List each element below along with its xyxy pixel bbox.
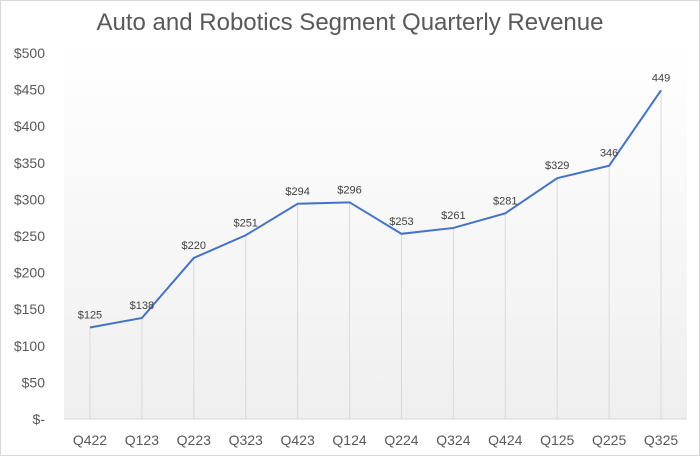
x-tick-label: Q125 (540, 432, 574, 448)
data-label: $125 (78, 310, 102, 322)
x-tick-label: Q325 (644, 432, 678, 448)
data-label: $296 (337, 184, 361, 196)
x-tick-label: Q422 (73, 432, 107, 448)
series-line (89, 89, 662, 329)
plot-area (64, 41, 687, 419)
x-tick-label: Q424 (488, 432, 522, 448)
y-tick-label: $300 (14, 191, 45, 207)
data-label: 346 (600, 148, 618, 160)
y-tick-label: $350 (14, 155, 45, 171)
y-tick-label: $200 (14, 265, 45, 281)
x-tick-label: Q223 (177, 432, 211, 448)
data-label: $251 (233, 217, 257, 229)
data-label: $220 (182, 240, 206, 252)
y-tick-label: $- (33, 411, 46, 427)
y-tick-label: $150 (14, 301, 45, 317)
x-tick-label: Q423 (281, 432, 315, 448)
y-tick-label: $100 (14, 338, 45, 354)
x-tick-label: Q123 (125, 432, 159, 448)
data-label: $138 (130, 300, 154, 312)
x-tick-label: Q323 (229, 432, 263, 448)
chart-title: Auto and Robotics Segment Quarterly Reve… (96, 9, 604, 36)
data-label: $329 (545, 160, 569, 172)
data-label: 449 (652, 72, 670, 84)
y-tick-label: $450 (14, 82, 45, 98)
x-tick-label: Q124 (332, 432, 366, 448)
data-label: $281 (493, 195, 517, 207)
data-label: $261 (441, 210, 465, 222)
x-tick-label: Q324 (436, 432, 470, 448)
y-tick-label: $250 (14, 228, 45, 244)
x-tick-label: Q225 (592, 432, 626, 448)
data-label: $294 (285, 186, 309, 198)
y-tick-label: $500 (14, 45, 45, 61)
x-tick-label: Q224 (384, 432, 418, 448)
y-tick-label: $400 (14, 118, 45, 134)
y-tick-label: $50 (22, 374, 46, 390)
data-label: $253 (389, 216, 413, 228)
